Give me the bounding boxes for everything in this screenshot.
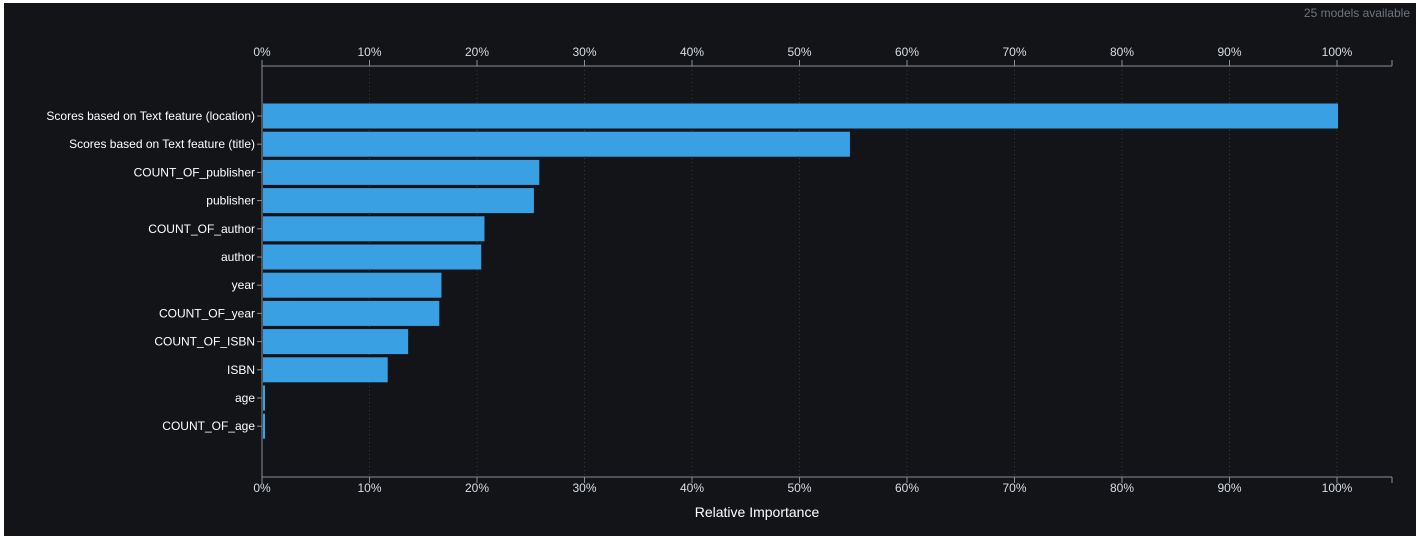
models-available-label[interactable]: 25 models available [1303,6,1410,20]
x-axis-title: Relative Importance [695,504,820,520]
top-tick-label: 70% [1002,45,1026,59]
category-label: year [232,278,255,292]
category-label: Scores based on Text feature (title) [69,137,255,151]
category-label: COUNT_OF_author [148,222,255,236]
bar[interactable] [263,159,540,185]
category-label: author [221,250,255,264]
bar[interactable] [263,272,442,298]
top-tick-label: 80% [1110,45,1134,59]
category-label: COUNT_OF_year [159,306,255,320]
category-label: age [235,391,255,405]
bottom-tick-label: 50% [787,481,811,495]
top-tick-label: 50% [787,45,811,59]
bottom-tick-label: 60% [895,481,919,495]
top-tick-label: 0% [253,45,271,59]
top-tick-label: 10% [357,45,381,59]
category-label: COUNT_OF_publisher [134,165,255,179]
bottom-tick-label: 20% [465,481,489,495]
bar[interactable] [263,244,482,270]
top-tick-label: 90% [1217,45,1241,59]
category-label: publisher [206,194,255,208]
category-label: Scores based on Text feature (location) [46,109,255,123]
category-label: COUNT_OF_ISBN [154,335,255,349]
bottom-tick-label: 100% [1322,481,1353,495]
category-labels: Scores based on Text feature (location) S… [46,109,255,433]
bar[interactable] [263,329,409,355]
bottom-tick-label: 0% [253,481,271,495]
bar[interactable] [263,216,485,242]
bottom-tick-label: 80% [1110,481,1134,495]
bar[interactable] [263,188,534,214]
bottom-tick-label: 90% [1217,481,1241,495]
axes: 0% 0% 10% 10% 20% 20% 30% 30% 40% 40% 50% 50% 60% 60%… [253,45,1393,495]
category-label: COUNT_OF_age [162,419,255,433]
bar[interactable] [263,131,850,157]
bottom-tick-label: 40% [680,481,704,495]
bar[interactable] [263,103,1338,129]
category-label: ISBN [227,363,255,377]
top-tick-label: 40% [680,45,704,59]
bottom-tick-label: 30% [572,481,596,495]
bar[interactable] [263,413,265,439]
bars [263,103,1338,439]
bottom-tick-label: 10% [357,481,381,495]
bar[interactable] [263,300,440,326]
top-tick-label: 30% [572,45,596,59]
bottom-tick-label: 70% [1002,481,1026,495]
top-tick-label: 100% [1322,45,1353,59]
bar[interactable] [263,385,265,411]
top-tick-label: 60% [895,45,919,59]
top-tick-label: 20% [465,45,489,59]
bar[interactable] [263,357,388,383]
chart-panel: 25 models available [4,3,1416,536]
